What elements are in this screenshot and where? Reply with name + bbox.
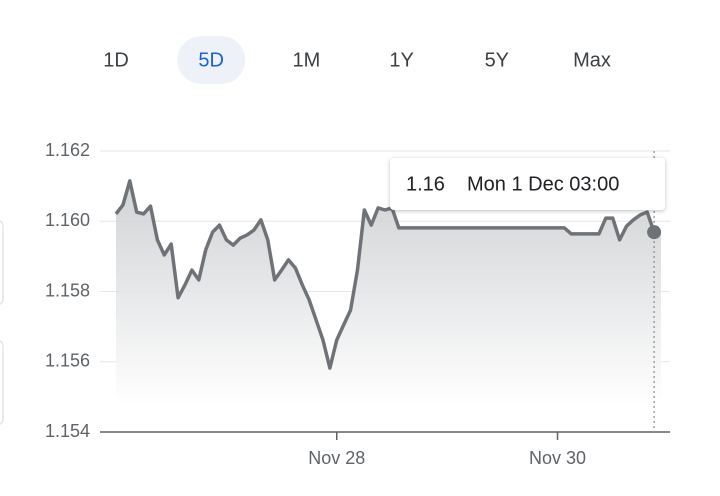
hover-dot [647,225,662,240]
tab[interactable]: 5D [198,49,224,71]
y-tick-label: 1.156 [45,351,90,371]
chart: 1.154 1.156 1.158 1.160 1.162 Nov 28 Nov 30 1.1… [45,140,670,468]
tab[interactable]: 1Y [389,49,413,71]
tab-selected-bg [177,36,246,84]
price-line [114,179,661,370]
area [116,180,661,405]
tooltip-date: Mon 1 Dec 03:00 [467,173,619,195]
side-card [0,220,4,305]
side-card [0,340,4,425]
y-tick-label: 1.158 [45,280,90,300]
tab[interactable]: Max [573,49,611,71]
tooltip-box [390,158,665,210]
tooltip-value: 1.16 [406,173,445,195]
tab[interactable]: 5Y [485,49,509,71]
tab[interactable]: 1D [103,49,129,71]
x-tick-label: Nov 28 [308,448,365,468]
range-tabs: 1D 5D 1M 1Y 5Y Max [103,36,611,84]
tab[interactable]: 1M [293,49,321,71]
y-tick-label: 1.160 [45,210,90,230]
x-tick-label: Nov 30 [529,448,586,468]
y-tick-label: 1.162 [45,140,90,160]
y-tick-label: 1.154 [45,421,90,441]
